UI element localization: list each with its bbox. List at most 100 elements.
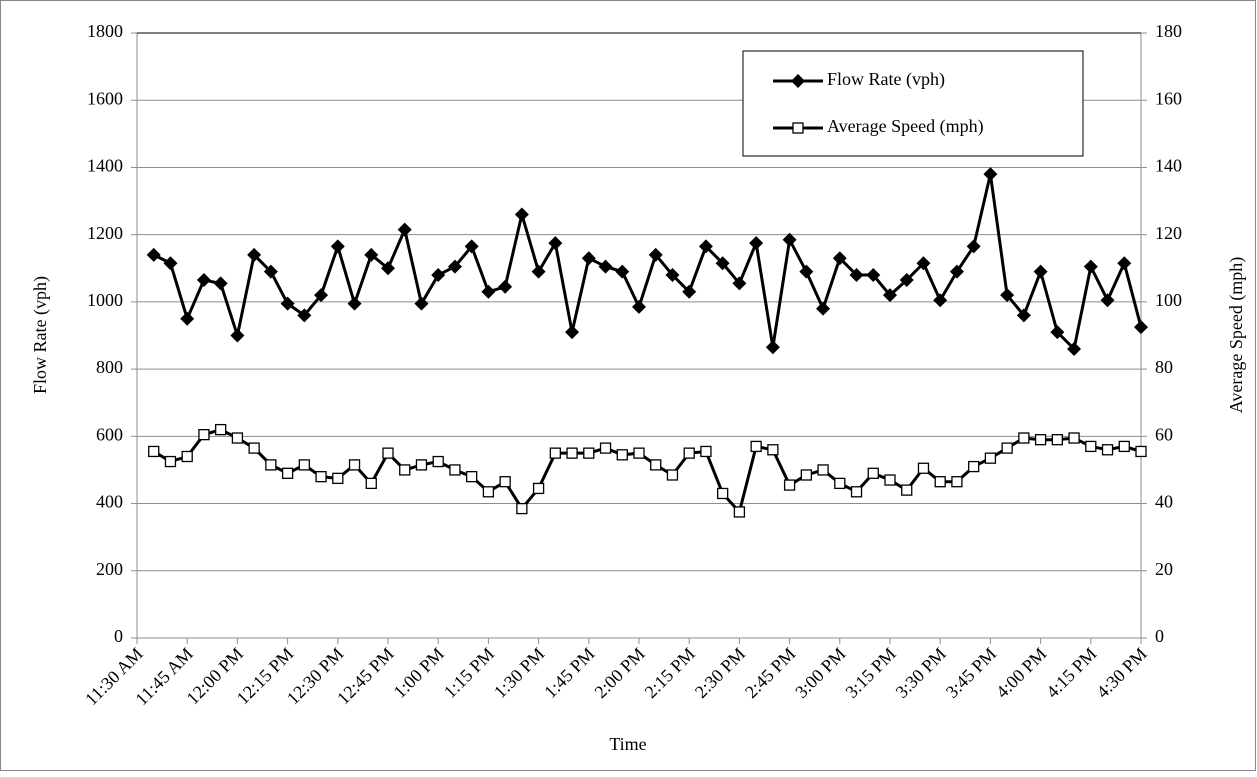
y2-tick-label: 20 <box>1155 559 1173 579</box>
point <box>432 455 444 468</box>
legend-label: Average Speed (mph) <box>827 116 984 137</box>
point <box>381 261 395 276</box>
point <box>281 467 294 479</box>
point <box>665 268 680 282</box>
y-tick-label: 1200 <box>87 223 123 243</box>
point <box>867 467 879 479</box>
point <box>315 471 327 483</box>
y-tick-label: 1800 <box>87 21 123 41</box>
point <box>298 459 310 471</box>
point <box>599 442 612 454</box>
point <box>1134 320 1148 335</box>
point <box>180 311 195 326</box>
point <box>146 247 161 262</box>
point <box>348 459 361 471</box>
point <box>431 268 446 282</box>
point <box>951 476 963 488</box>
point <box>531 264 546 279</box>
point <box>917 462 930 474</box>
point <box>1018 432 1030 444</box>
point <box>1117 256 1132 271</box>
point <box>750 440 762 453</box>
point <box>482 486 495 498</box>
point <box>749 236 764 251</box>
point <box>816 301 831 316</box>
point <box>449 464 461 476</box>
point <box>263 264 278 279</box>
point <box>1051 434 1063 446</box>
point <box>382 447 394 459</box>
point <box>581 251 596 266</box>
point <box>248 442 260 454</box>
point <box>700 445 712 458</box>
point <box>1001 442 1013 454</box>
point <box>499 476 511 488</box>
point <box>834 477 846 490</box>
point <box>365 477 377 490</box>
point <box>632 299 646 314</box>
point <box>231 432 244 444</box>
point <box>1050 325 1065 340</box>
x-axis-title: Time <box>609 734 646 754</box>
point <box>247 247 262 262</box>
point <box>866 268 881 282</box>
y-tick-label: 0 <box>114 626 123 646</box>
y-tick-label: 200 <box>96 559 123 579</box>
point <box>817 464 829 476</box>
point <box>215 423 227 436</box>
y2-tick-label: 60 <box>1155 424 1173 444</box>
point <box>767 444 779 456</box>
point <box>1083 259 1098 274</box>
point <box>330 239 345 254</box>
point <box>230 328 245 343</box>
point <box>414 296 429 311</box>
point <box>1135 445 1147 458</box>
point <box>698 239 713 254</box>
point <box>1033 264 1048 279</box>
point <box>983 167 998 182</box>
point <box>666 469 679 481</box>
point <box>1016 308 1031 323</box>
point <box>648 247 663 262</box>
point <box>732 276 747 291</box>
point <box>717 487 729 500</box>
point <box>397 222 412 237</box>
point <box>196 273 211 288</box>
point <box>548 236 563 251</box>
point <box>916 256 931 271</box>
y-tick-label: 1000 <box>87 290 123 310</box>
legend-marker <box>791 74 805 88</box>
y-tick-label: 600 <box>96 424 123 444</box>
point <box>901 484 913 496</box>
point <box>297 308 312 323</box>
y-axis-title: Flow Rate (vph) <box>30 276 51 394</box>
point <box>615 264 630 279</box>
point <box>683 447 695 459</box>
point <box>783 479 796 491</box>
point <box>1034 434 1047 446</box>
point <box>549 447 561 459</box>
point <box>650 459 662 471</box>
legend-box <box>742 50 1084 157</box>
point <box>933 293 948 308</box>
point <box>565 325 580 340</box>
point <box>899 273 914 288</box>
point <box>464 239 479 254</box>
point <box>883 288 897 303</box>
y2-tick-label: 160 <box>1155 88 1182 108</box>
point <box>163 256 178 271</box>
y2-tick-label: 140 <box>1155 156 1182 176</box>
y2-axis-title: Average Speed (mph) <box>1226 257 1247 414</box>
point <box>800 469 812 481</box>
y2-tick-label: 0 <box>1155 626 1164 646</box>
legend-marker <box>792 122 804 134</box>
point <box>466 471 478 483</box>
point <box>532 482 545 495</box>
point <box>181 450 193 463</box>
point <box>265 459 277 471</box>
point <box>984 452 997 464</box>
point <box>1068 432 1080 444</box>
point <box>1000 288 1015 303</box>
